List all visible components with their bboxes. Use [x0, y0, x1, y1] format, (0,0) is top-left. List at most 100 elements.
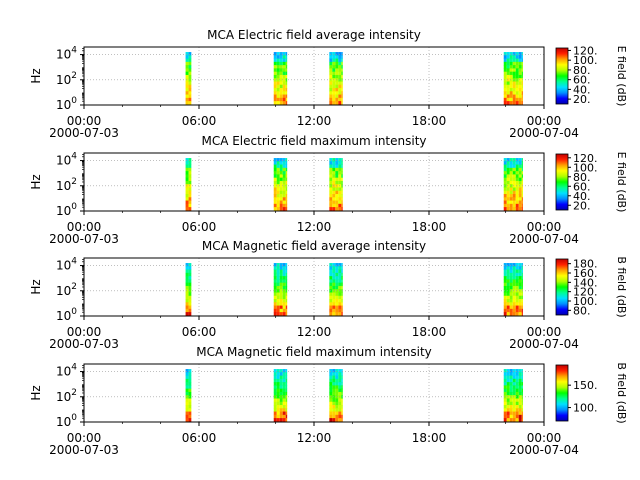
heatmap-cell [503, 375, 507, 380]
heatmap-cell [506, 289, 510, 293]
heatmap-cell [185, 305, 189, 310]
heatmap-cell [282, 207, 286, 211]
heatmap-cell [279, 84, 283, 89]
heatmap-cell [518, 164, 522, 169]
heatmap-cell [185, 101, 189, 105]
heatmap-cell [509, 197, 513, 201]
y-tick-label: 102 [56, 71, 77, 87]
heatmap-cell [279, 385, 283, 390]
heatmap-cell [276, 285, 280, 290]
heatmap-cell [185, 375, 189, 380]
heatmap-cell [188, 207, 192, 211]
heatmap-cell [341, 190, 343, 195]
heatmap-cell [276, 187, 280, 192]
heatmap-cell [503, 171, 507, 175]
heatmap-cell [188, 292, 192, 297]
heatmap-cell [338, 285, 342, 290]
heatmap-cell [335, 167, 339, 172]
heatmap-cell [506, 164, 510, 169]
heatmap-cell [279, 88, 283, 92]
heatmap-cell [506, 200, 510, 205]
heatmap-cell [521, 408, 523, 412]
heatmap-cell [518, 308, 522, 313]
heatmap-cell [515, 180, 519, 185]
heatmap-cell [276, 308, 280, 313]
heatmap-cell [279, 190, 283, 195]
heatmap-cell [512, 55, 516, 59]
heatmap-cell [188, 372, 192, 376]
heatmap-cell [518, 190, 522, 195]
heatmap-cell [509, 282, 513, 287]
heatmap-cell [329, 266, 333, 270]
heatmap-cell [335, 161, 339, 165]
heatmap-cell [332, 266, 336, 270]
heatmap-cell [273, 272, 277, 277]
heatmap-cell [285, 164, 288, 169]
heatmap-cell [282, 408, 286, 412]
y-tick-base: 10 [56, 259, 71, 273]
heatmap-cell [506, 190, 510, 195]
heatmap-cell [518, 375, 522, 380]
heatmap-cell [515, 190, 519, 195]
heatmap-cell [335, 197, 339, 201]
heatmap-cell [506, 68, 510, 73]
heatmap-cell [279, 174, 283, 179]
heatmap-cell [279, 171, 283, 175]
heatmap-cell [341, 97, 343, 102]
panel-2: MCA Electric field maximum intensity1001… [29, 134, 628, 246]
heatmap-cell [276, 398, 280, 403]
colorbar-tick-label: 40. [573, 190, 591, 203]
heatmap-cell [503, 101, 507, 105]
heatmap-cell [273, 398, 277, 403]
heatmap-cell [329, 295, 333, 300]
heatmap-cell [518, 158, 522, 162]
heatmap-cell [521, 282, 523, 287]
heatmap-cell [185, 164, 189, 169]
heatmap-cell [509, 58, 513, 63]
heatmap-cell [282, 177, 286, 182]
heatmap-cell [341, 94, 343, 99]
heatmap-cell [506, 279, 510, 284]
heatmap-cell [506, 375, 510, 380]
heatmap-cell [185, 203, 189, 208]
heatmap-cell [506, 207, 510, 211]
heatmap-cell [521, 190, 523, 195]
heatmap-cell [515, 94, 519, 99]
heatmap-cell [188, 158, 192, 162]
heatmap-cell [521, 375, 523, 380]
heatmap-cell [341, 411, 343, 416]
heatmap-cell [341, 171, 343, 175]
heatmap-cell [185, 161, 189, 165]
heatmap-cell [506, 378, 510, 383]
heatmap-cell [515, 207, 519, 211]
heatmap-cell [282, 295, 286, 300]
heatmap-cell [506, 372, 510, 376]
x-tick-time: 12:00 [297, 431, 332, 445]
heatmap-cell [521, 197, 523, 201]
heatmap-cell [521, 161, 523, 165]
heatmap-cell [518, 167, 522, 172]
heatmap-cell [509, 292, 513, 297]
colorbar-label: E field (dB) [615, 152, 628, 213]
heatmap-cell [335, 388, 339, 393]
heatmap-cell [512, 272, 516, 277]
heatmap-cell [279, 289, 283, 293]
heatmap-cell [188, 101, 192, 105]
heatmap-cell [282, 58, 286, 63]
heatmap-cell [509, 398, 513, 403]
heatmap-cell [285, 289, 288, 293]
heatmap-cell [276, 78, 280, 82]
heatmap-cell [521, 97, 523, 102]
heatmap-cell [512, 190, 516, 195]
heatmap-cell [188, 266, 192, 270]
heatmap-cell [341, 266, 343, 270]
heatmap-cell [282, 52, 286, 56]
heatmap-cell [515, 167, 519, 172]
heatmap-cell [521, 61, 523, 66]
heatmap-cell [285, 378, 288, 383]
x-tick-time: 06:00 [182, 220, 217, 234]
heatmap-cell [521, 71, 523, 76]
heatmap-cell [282, 395, 286, 399]
heatmap-cell [273, 65, 277, 69]
heatmap-cell [515, 391, 519, 396]
